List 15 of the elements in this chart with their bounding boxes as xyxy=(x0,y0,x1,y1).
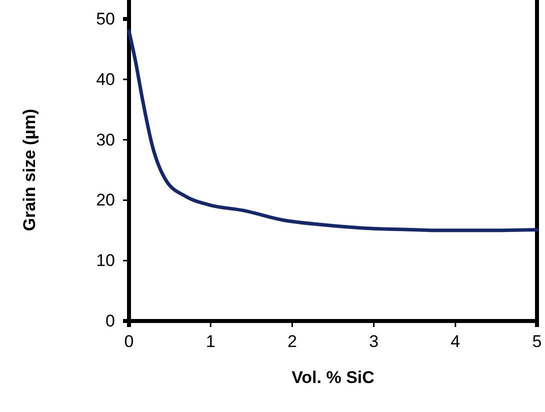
y-tick-label: 30 xyxy=(96,130,115,150)
y-tick-label: 0 xyxy=(106,311,115,330)
y-tick-label: 40 xyxy=(96,70,115,89)
x-tick-label: 4 xyxy=(450,332,460,352)
line-series xyxy=(127,29,539,232)
y-axis-title: Grain size (µm) xyxy=(20,108,39,232)
x-tick-label: 1 xyxy=(206,332,216,352)
x-tick-label: 5 xyxy=(532,332,542,352)
x-tick-label: 2 xyxy=(287,332,297,352)
y-tick-label: 10 xyxy=(96,251,115,270)
x-tick-label: 3 xyxy=(369,332,379,352)
x-axis-title: Vol. % SiC xyxy=(292,368,374,387)
x-tick-label: 0 xyxy=(124,332,134,352)
y-tick-label: 50 xyxy=(96,9,115,28)
y-tick-label: 20 xyxy=(96,190,115,210)
